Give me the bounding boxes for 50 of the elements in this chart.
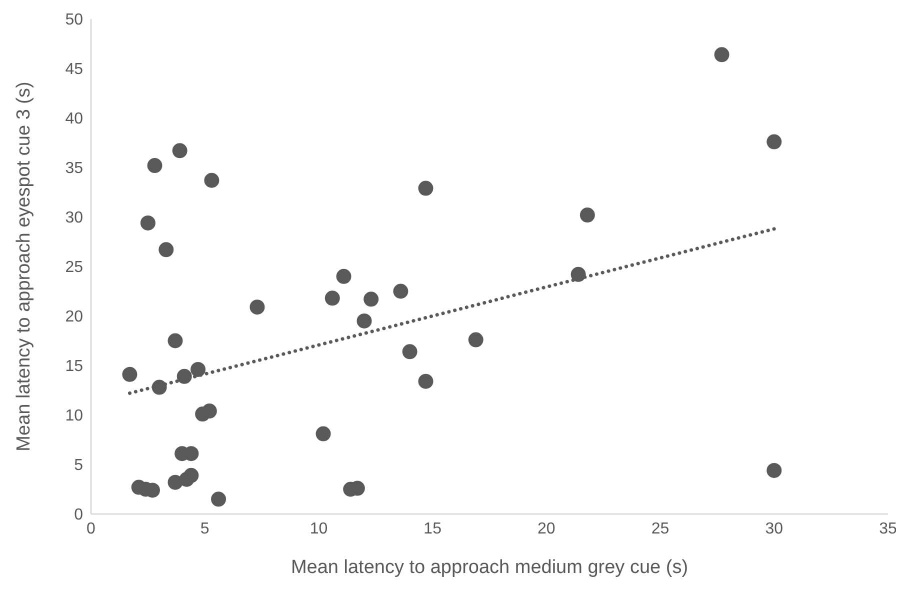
point <box>468 332 484 348</box>
y-tick-label: 20 <box>65 308 84 326</box>
point <box>393 284 408 299</box>
y-tick-label: 45 <box>65 61 84 78</box>
point <box>316 426 331 442</box>
point <box>195 406 210 422</box>
point <box>418 180 434 196</box>
point <box>204 172 220 188</box>
x-tick-label: 5 <box>200 520 210 538</box>
point <box>336 268 352 284</box>
y-tick-label: 25 <box>65 259 84 276</box>
point <box>250 300 265 315</box>
x-tick-label: 10 <box>310 520 328 538</box>
y-tick-label: 10 <box>65 408 84 425</box>
point <box>122 366 138 382</box>
y-tick-label: 50 <box>65 12 84 29</box>
point <box>158 242 174 258</box>
point <box>190 362 206 377</box>
point <box>766 462 782 478</box>
point <box>714 47 730 62</box>
point <box>152 380 167 395</box>
point <box>147 158 162 174</box>
point <box>570 266 586 282</box>
y-tick-label: 40 <box>65 110 84 128</box>
y-tick-label: 30 <box>65 210 84 227</box>
y-tick-label: 5 <box>74 457 84 474</box>
point <box>356 313 372 328</box>
x-tick-label: 15 <box>424 520 442 538</box>
point <box>580 208 595 223</box>
point <box>324 290 340 306</box>
x-axis-title: Mean latency to approach medium grey cue (s) <box>290 557 688 578</box>
y-tick-label: 35 <box>65 160 84 178</box>
x-tick-label: 0 <box>86 520 96 538</box>
x-tick-label: 25 <box>651 520 670 538</box>
point <box>766 134 782 150</box>
x-tick-label: 20 <box>538 520 556 538</box>
point <box>172 143 188 158</box>
y-tick-label: 0 <box>74 506 84 524</box>
point <box>168 333 183 348</box>
point <box>418 374 434 389</box>
point <box>402 344 418 360</box>
x-tick-label: 35 <box>879 520 897 538</box>
point <box>168 474 183 490</box>
y-axis-title: Mean latency to approach eyespot cue 3 (s) <box>14 82 34 452</box>
point <box>211 492 226 507</box>
point <box>364 292 379 307</box>
point <box>176 368 192 384</box>
x-tick-label: 30 <box>765 520 784 538</box>
point <box>140 215 156 230</box>
y-tick-label: 15 <box>65 358 84 376</box>
